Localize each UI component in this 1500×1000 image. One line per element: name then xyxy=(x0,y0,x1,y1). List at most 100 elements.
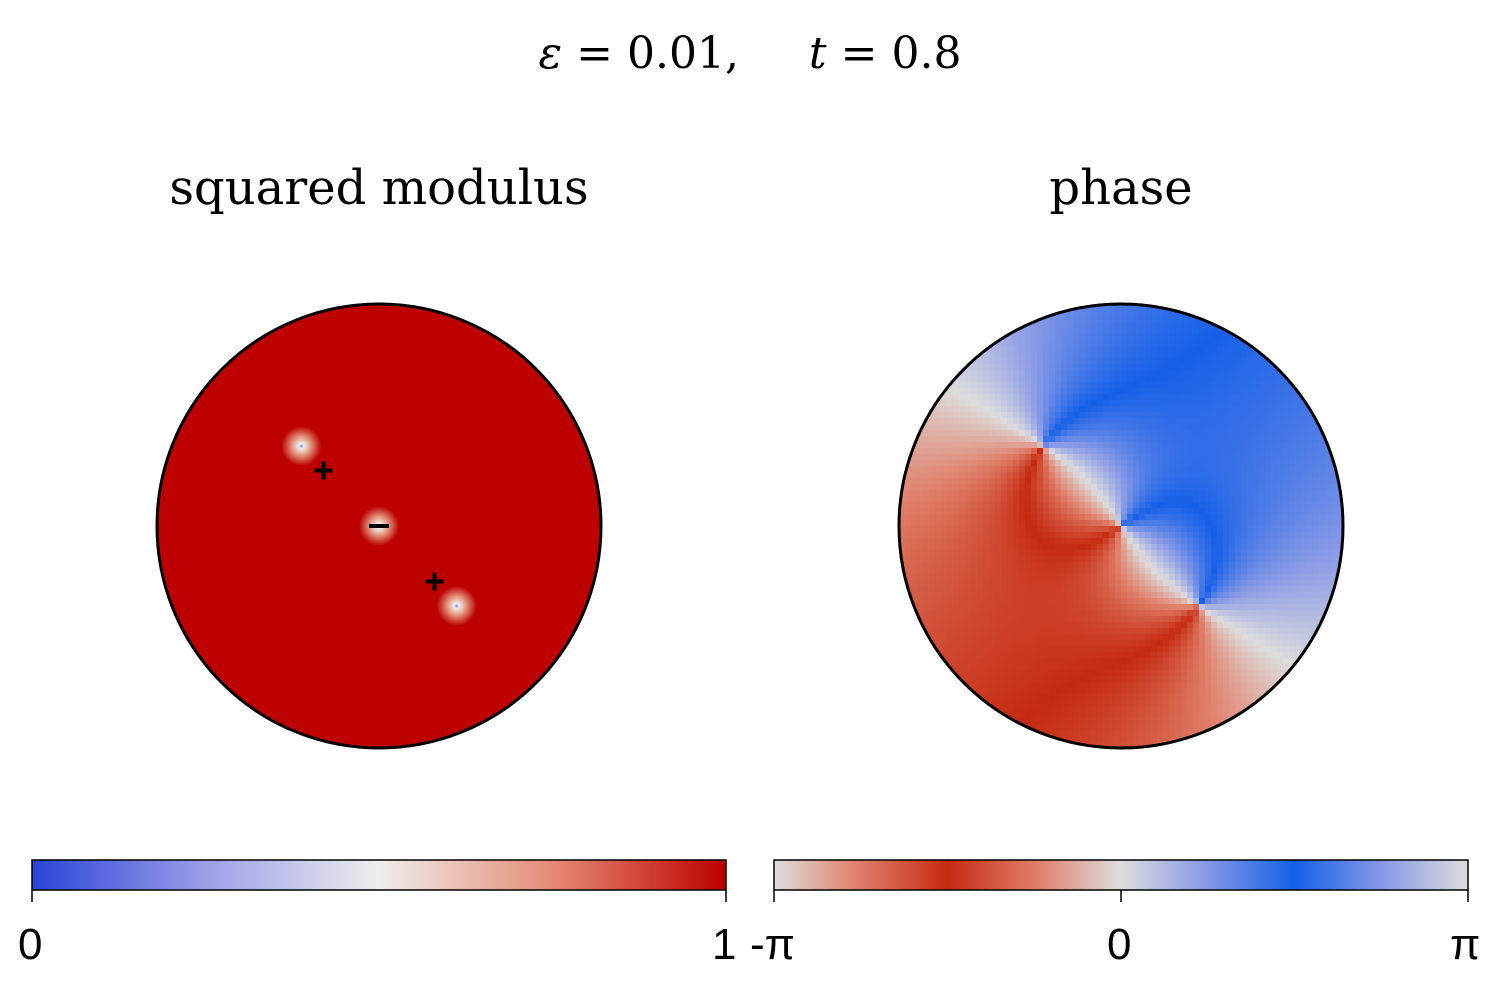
phase-cell xyxy=(1145,370,1152,377)
phase-cell xyxy=(1109,616,1116,623)
phase-cell xyxy=(917,484,924,491)
phase-cell xyxy=(1067,508,1074,515)
phase-cell xyxy=(989,418,996,425)
phase-cell xyxy=(1295,532,1302,539)
phase-cell xyxy=(1139,304,1146,311)
phase-cell xyxy=(1199,694,1206,701)
phase-cell xyxy=(977,382,984,389)
phase-cell xyxy=(1229,526,1236,533)
phase-cell xyxy=(1181,418,1188,425)
phase-cell xyxy=(971,508,978,515)
phase-cell xyxy=(899,544,906,551)
phase-cell xyxy=(983,358,990,365)
phase-cell xyxy=(1037,568,1044,575)
phase-cell xyxy=(1115,718,1122,725)
phase-cell xyxy=(1313,568,1320,575)
phase-cell xyxy=(989,586,996,593)
phase-cell xyxy=(1265,652,1272,659)
phase-cell xyxy=(1175,628,1182,635)
phase-cell xyxy=(989,364,996,371)
phase-cell xyxy=(1295,454,1302,461)
phase-cell xyxy=(1109,304,1116,311)
phase-cell xyxy=(1169,328,1176,335)
phase-cell xyxy=(1313,424,1320,431)
phase-cell xyxy=(1295,514,1302,521)
phase-cell xyxy=(1049,652,1056,659)
phase-cell xyxy=(917,610,924,617)
phase-tick-label-zero: 0 xyxy=(1107,920,1132,969)
phase-cell xyxy=(1061,652,1068,659)
phase-cell xyxy=(1169,634,1176,641)
phase-cell xyxy=(1295,640,1302,647)
phase-cell xyxy=(1211,340,1218,347)
phase-cell xyxy=(977,532,984,539)
phase-cell xyxy=(1037,682,1044,689)
phase-cell xyxy=(1133,742,1140,748)
phase-cell xyxy=(1109,712,1116,719)
phase-cell xyxy=(1163,718,1170,725)
phase-cell xyxy=(1073,616,1080,623)
phase-cell xyxy=(1097,460,1104,467)
phase-cell xyxy=(1139,538,1146,545)
phase-cell xyxy=(971,412,978,419)
phase-cell xyxy=(941,556,948,563)
phase-cell xyxy=(929,580,936,587)
phase-cell xyxy=(965,364,972,371)
phase-cell xyxy=(899,520,906,527)
phase-cell xyxy=(953,412,960,419)
phase-cell xyxy=(1133,730,1140,737)
phase-cell xyxy=(1199,478,1206,485)
phase-cell xyxy=(1121,730,1128,737)
phase-cell xyxy=(1109,448,1116,455)
phase-cell xyxy=(1085,322,1092,329)
phase-cell xyxy=(1175,532,1182,539)
phase-cell xyxy=(941,526,948,533)
phase-cell xyxy=(1001,388,1008,395)
phase-cell xyxy=(1205,496,1212,503)
phase-cell xyxy=(1079,334,1086,341)
phase-cell xyxy=(1067,412,1074,419)
phase-cell xyxy=(1139,460,1146,467)
phase-cell xyxy=(1055,334,1062,341)
phase-cell xyxy=(1109,676,1116,683)
phase-cell xyxy=(995,646,1002,653)
phase-cell xyxy=(1139,712,1146,719)
phase-cell xyxy=(1217,394,1224,401)
phase-cell xyxy=(1091,370,1098,377)
phase-cell xyxy=(1259,586,1266,593)
phase-cell xyxy=(1235,436,1242,443)
phase-cell xyxy=(1019,646,1026,653)
phase-cell xyxy=(1175,454,1182,461)
phase-cell xyxy=(1097,448,1104,455)
phase-cell xyxy=(1211,712,1218,719)
phase-cell xyxy=(917,574,924,581)
phase-cell xyxy=(1037,358,1044,365)
phase-cell xyxy=(1097,334,1104,341)
phase-cell xyxy=(1085,706,1092,713)
phase-cell xyxy=(1127,352,1134,359)
phase-cell xyxy=(1055,370,1062,377)
phase-cell xyxy=(1091,478,1098,485)
phase-cell xyxy=(1235,496,1242,503)
phase-cell xyxy=(1103,358,1110,365)
phase-cell xyxy=(1091,418,1098,425)
phase-cell xyxy=(1007,472,1014,479)
phase-cell xyxy=(1109,466,1116,473)
phase-cell xyxy=(1289,574,1296,581)
phase-cell xyxy=(1031,496,1038,503)
phase-cell xyxy=(1031,340,1038,347)
phase-cell xyxy=(1193,676,1200,683)
phase-cell xyxy=(1103,364,1110,371)
phase-cell xyxy=(953,580,960,587)
phase-cell xyxy=(983,388,990,395)
phase-cell xyxy=(1139,724,1146,731)
phase-cell xyxy=(1013,454,1020,461)
phase-cell xyxy=(1031,682,1038,689)
phase-cell xyxy=(953,664,960,671)
phase-cell xyxy=(941,544,948,551)
phase-cell xyxy=(1325,490,1332,497)
phase-cell xyxy=(1133,628,1140,635)
phase-cell xyxy=(1229,496,1236,503)
phase-cell xyxy=(1151,598,1158,605)
phase-cell xyxy=(1277,580,1284,587)
